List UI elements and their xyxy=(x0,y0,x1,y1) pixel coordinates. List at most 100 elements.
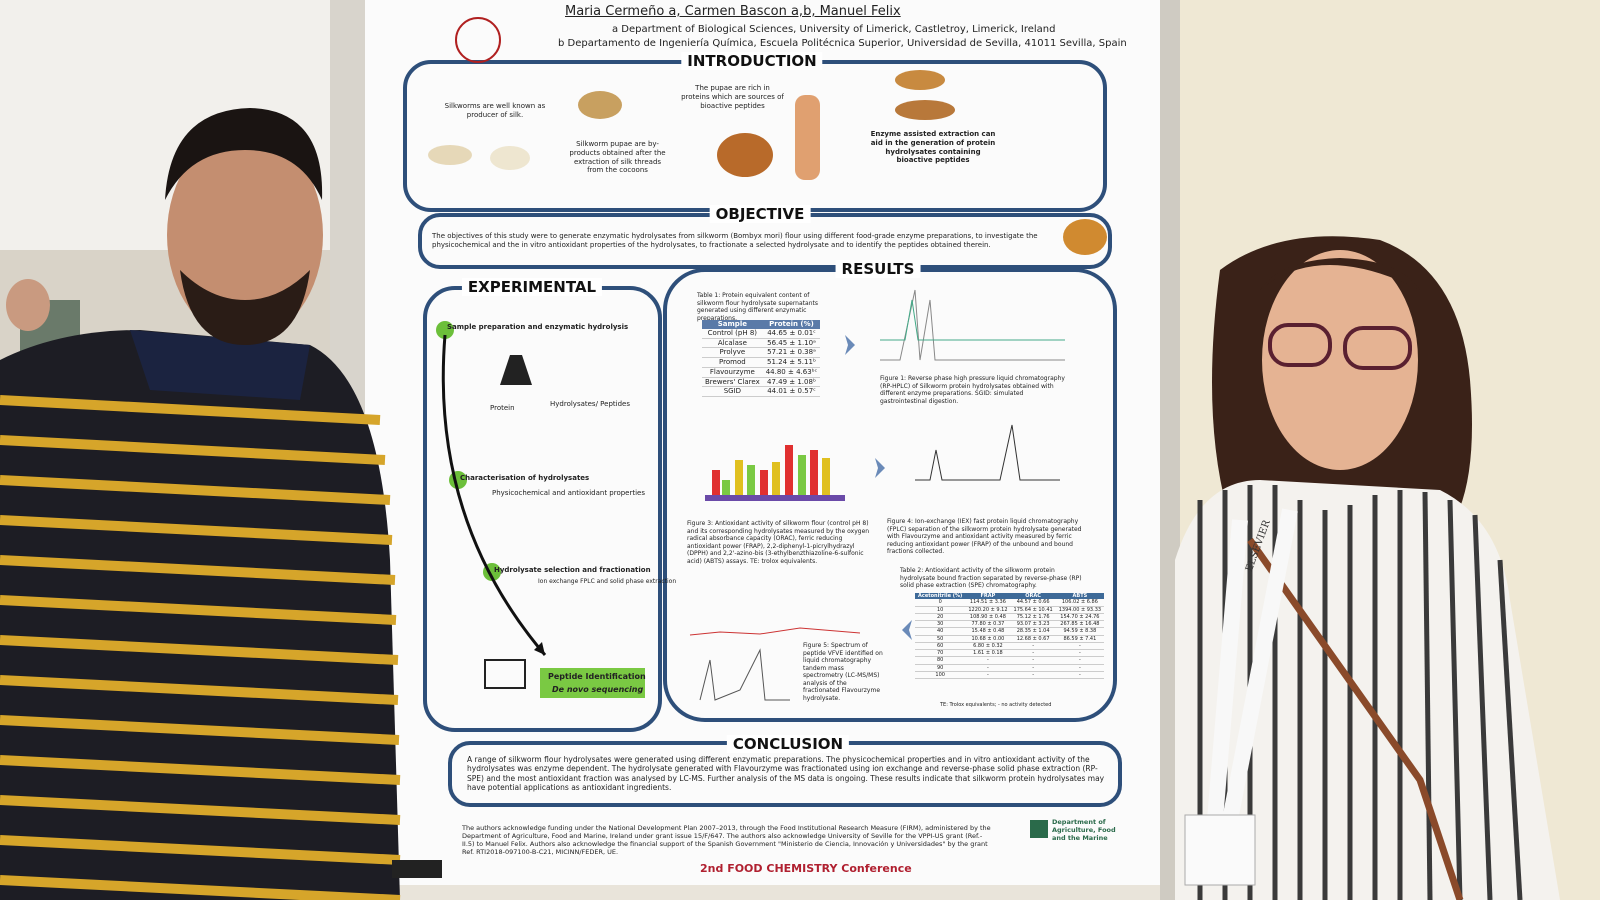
cell: 15.48 ± 0.48 xyxy=(971,628,1005,635)
cell: - xyxy=(1078,657,1081,664)
section-title: RESULTS xyxy=(835,260,921,278)
cell: 10.68 ± 0.00 xyxy=(971,635,1005,642)
cell: 20 xyxy=(936,613,944,620)
row: 30 77.80 ± 0.37 93.07 ± 3.23 267.85 ± 16.48 xyxy=(915,621,1105,628)
cell: 12.68 ± 0.67 xyxy=(1016,635,1050,642)
label: Hydrolysates/ Peptides xyxy=(550,400,630,408)
row: 90 - - - xyxy=(915,664,1105,672)
header-row: Acetonitrile (%) FRAP ORAC ABTS xyxy=(915,593,1105,600)
header-cell: ABTS xyxy=(1055,593,1105,600)
row: 20 108.90 ± 0.48 75.12 ± 1.76 154.70 ± 24.7… xyxy=(915,613,1105,621)
cell: 44.80 ± 4.63ᵇᶜ xyxy=(765,367,818,376)
cell: 10 xyxy=(936,606,944,613)
cell: - xyxy=(987,664,989,671)
cell: - xyxy=(1032,657,1035,664)
figure-caption: Figure 4: Ion-exchange (IEX) fast protei… xyxy=(887,518,1082,555)
cell: 267.85 ± 16.48 xyxy=(1060,621,1100,627)
cell: 44.65 ± 0.01ᶜ xyxy=(767,328,816,337)
cell: 47.49 ± 1.08ᵇ xyxy=(767,377,816,386)
row: 80 - - - xyxy=(915,657,1105,664)
intro-text: Silkworm pupae are by-products obtained … xyxy=(569,140,666,175)
cell: SGID xyxy=(723,387,742,396)
cell: 114.51 ± 3.36 xyxy=(969,599,1006,606)
cell: 1.61 ± 0.18 xyxy=(973,650,1003,656)
cell: 50 xyxy=(936,635,944,642)
cell: 77.80 ± 0.37 xyxy=(971,621,1005,627)
cell: 1394.00 ± 93.33 xyxy=(1058,606,1102,613)
cell: Prolyve xyxy=(719,348,746,357)
intro-text: Enzyme assisted extraction can aid in th… xyxy=(870,130,996,165)
cell: 51.24 ± 5.11ᵇ xyxy=(767,358,816,366)
cell: 57.21 ± 0.38ᵃ xyxy=(767,348,816,357)
row: 50 10.68 ± 0.00 12.68 ± 0.67 86.59 ± 7.41 xyxy=(915,635,1105,643)
step: Hydrolysate selection and fractionation xyxy=(494,566,651,574)
table-caption: Table 2: Antioxidant activity of the sil… xyxy=(900,567,1082,589)
cell: 44.01 ± 0.57ᶜ xyxy=(767,387,816,396)
acknowledgements: The authors acknowledge funding under th… xyxy=(462,824,991,857)
cell: - xyxy=(1078,671,1081,678)
final-step: Peptide Identification xyxy=(548,672,646,681)
cell: 94.59 ± 8.38 xyxy=(1063,628,1097,635)
cell: Control (pH 8) xyxy=(707,328,758,337)
conclusion-text: A range of silkworm flour hydrolysates w… xyxy=(467,755,1105,793)
row: Prolyve 57.21 ± 0.38ᵃ xyxy=(702,348,821,358)
cell: - xyxy=(987,671,989,678)
cell: - xyxy=(1032,650,1035,656)
cell: Alcalase xyxy=(717,338,747,347)
row: SGID 44.01 ± 0.57ᶜ xyxy=(702,387,821,397)
cell: - xyxy=(1078,642,1081,649)
label: Protein xyxy=(490,404,515,412)
cell: 86.59 ± 7.41 xyxy=(1063,635,1097,642)
header-cell: FRAP xyxy=(965,593,1011,600)
cell: 154.70 ± 24.76 xyxy=(1060,613,1100,620)
cell: - xyxy=(1032,642,1035,649)
header-cell: Sample xyxy=(702,320,763,329)
cell: 90 xyxy=(936,664,944,671)
figure-caption: Figure 5: Spectrum of peptide VFVE ident… xyxy=(803,642,883,702)
cell: - xyxy=(987,657,989,664)
cell: - xyxy=(1078,650,1081,656)
figure-caption: Figure 1: Reverse phase high pressure li… xyxy=(880,375,1065,405)
cell: Brewers' Clarex xyxy=(705,377,760,386)
bar-chart-decoration xyxy=(705,445,845,501)
cell: Flavourzyme xyxy=(709,367,755,376)
section-title: CONCLUSION xyxy=(726,735,850,753)
cell: 56.45 ± 1.10ᵃ xyxy=(767,338,816,347)
cell: 1220.20 ± 9.12 xyxy=(968,606,1008,613)
cell: 75.12 ± 1.76 xyxy=(1016,613,1050,620)
step: Characterisation of hydrolysates xyxy=(460,474,590,482)
cell: 44.57 ± 0.66 xyxy=(1016,599,1050,606)
row: 70 1.61 ± 0.18 - - xyxy=(915,650,1105,657)
row: Alcalase 56.45 ± 1.10ᵃ xyxy=(702,338,821,348)
row: 60 6.80 ± 0.32 - - xyxy=(915,642,1105,650)
cell: 6.80 ± 0.32 xyxy=(973,642,1003,649)
cell: 30 xyxy=(936,621,944,627)
section-title: EXPERIMENTAL xyxy=(461,278,603,296)
row: Flavourzyme 44.80 ± 4.63ᵇᶜ xyxy=(702,367,821,377)
conference: 2nd FOOD CHEMISTRY Conference xyxy=(700,862,912,875)
row: 40 15.48 ± 0.48 28.35 ± 1.04 94.59 ± 8.38 xyxy=(915,628,1105,635)
cell: Promod xyxy=(719,358,746,366)
cell: 108.90 ± 0.48 xyxy=(969,613,1006,620)
header-row: Sample Protein (%) xyxy=(702,320,821,329)
row: 10 1220.20 ± 9.12 175.64 ± 10.41 1394.00 ± … xyxy=(915,606,1105,614)
intro-text: The pupae are rich in proteins which are… xyxy=(681,84,784,110)
label: Physicochemical and antioxidant properti… xyxy=(492,489,646,497)
cell: - xyxy=(1032,671,1035,678)
sponsor: Department of Agriculture, Food and the … xyxy=(1052,818,1116,843)
section-title: OBJECTIVE xyxy=(709,205,811,223)
objective-text: The objectives of this study were to gen… xyxy=(432,232,1038,249)
header-cell: ORAC xyxy=(1010,593,1056,600)
cell: 0 xyxy=(938,599,942,606)
cell: 60 xyxy=(936,642,944,649)
label: Ion exchange FPLC and solid phase extrac… xyxy=(538,578,677,585)
cell: - xyxy=(1078,664,1081,671)
cell: 93.07 ± 3.23 xyxy=(1016,621,1050,627)
header-cell: Acetonitrile (%) xyxy=(915,593,966,600)
step: Sample preparation and enzymatic hydroly… xyxy=(447,323,629,331)
affiliation: b Departamento de Ingeniería Química, Es… xyxy=(558,38,1127,49)
cell: 175.64 ± 10.41 xyxy=(1013,606,1053,613)
cell: 28.35 ± 1.04 xyxy=(1016,628,1050,635)
